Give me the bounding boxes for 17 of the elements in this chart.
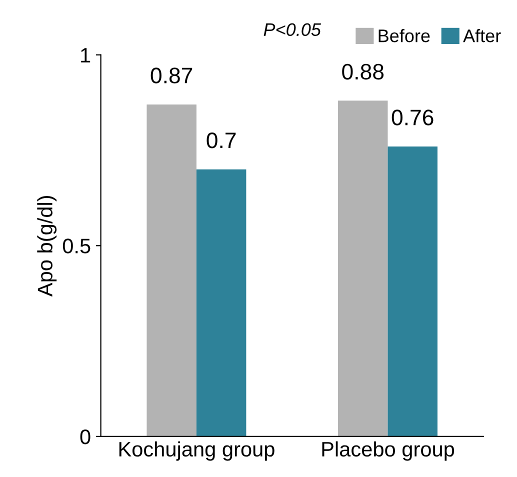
data-label: 0.87 [150,68,192,84]
y-tick-label: 0.5 [62,238,90,254]
y-axis-title: Apo b(g/dl) [37,196,57,297]
legend-label: Before [378,29,430,42]
data-label: 0.88 [342,64,384,80]
bar [146,104,196,436]
x-tick-label: Kochujang group [119,441,274,461]
x-tick-label: Placebo group [322,441,454,461]
data-label: 0.7 [206,132,236,148]
y-tick-label: 0 [80,429,90,444]
bar [196,169,246,436]
bar [388,146,438,436]
bar [338,100,388,436]
y-tick-label: 1 [81,48,90,62]
legend-label: After [463,29,501,42]
text: P<0.05 [264,23,322,36]
data-label: 0.76 [392,110,434,126]
